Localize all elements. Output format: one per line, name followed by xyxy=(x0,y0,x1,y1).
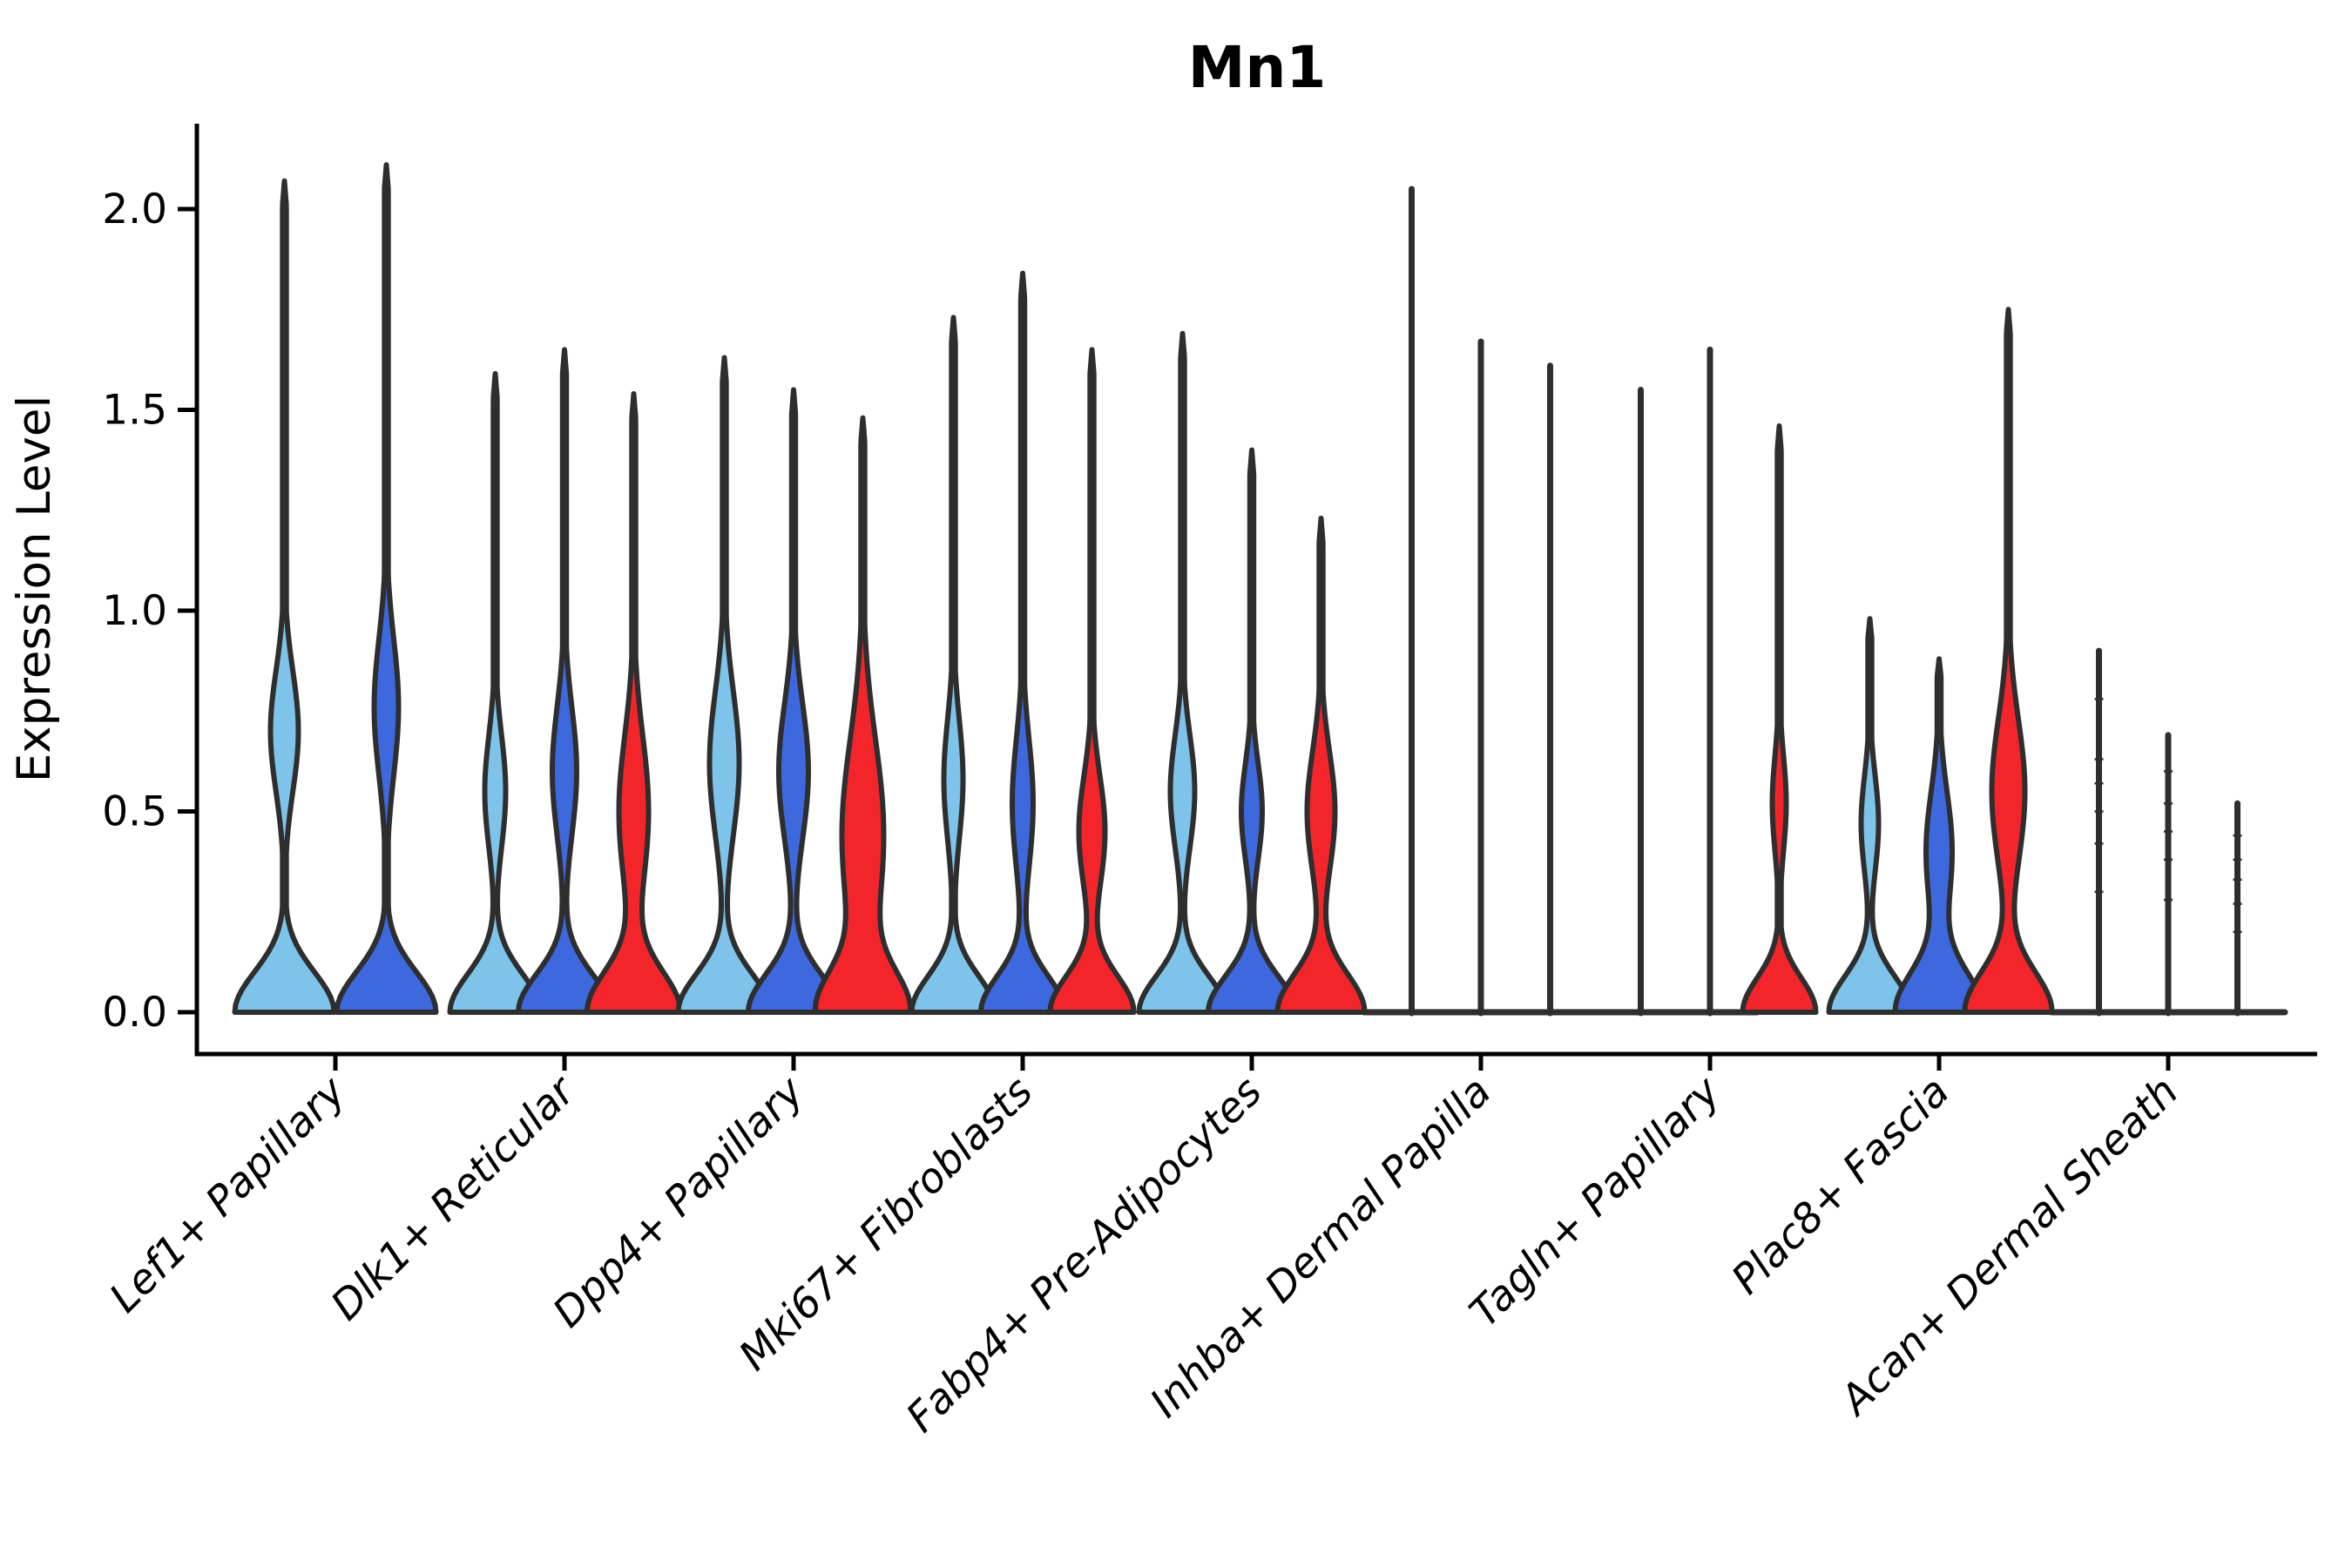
chart-title: Mn1 xyxy=(1188,34,1327,101)
y-tick-label: 1.0 xyxy=(102,587,167,635)
violin-fabp4-pre-adipocytes-royal_blue xyxy=(1206,447,1298,1015)
violin-fabp4-pre-adipocytes-light_blue xyxy=(1136,330,1229,1015)
violin-dlk1-reticular-red xyxy=(584,391,684,1015)
violin-plac8-fascia-royal_blue xyxy=(1892,656,1986,1015)
violin-lef1-papillary-light_blue xyxy=(232,178,337,1015)
violin-fabp4-pre-adipocytes-red xyxy=(1274,515,1368,1015)
violin-mki67-fibroblasts-light_blue xyxy=(909,314,998,1015)
violin-tagln-papillary-red xyxy=(1740,422,1819,1015)
violin-dpp4-papillary-light_blue xyxy=(675,355,774,1015)
x-tick-label-dlk1-reticular: Dlk1+ Reticular xyxy=(322,1066,586,1330)
violin-dlk1-reticular-light_blue xyxy=(447,371,544,1015)
violin-dpp4-papillary-royal_blue xyxy=(745,387,842,1015)
x-tick-label-lef1-papillary: Lef1+ Papillary xyxy=(100,1067,355,1322)
y-axis-label: Expression Level xyxy=(8,395,61,782)
y-tick-label: 0.5 xyxy=(102,788,167,836)
violin-mki67-fibroblasts-royal_blue xyxy=(977,270,1068,1015)
violin-dlk1-reticular-royal_blue xyxy=(515,347,614,1015)
violin-plac8-fascia-red xyxy=(1962,307,2055,1015)
violin-mki67-fibroblasts-red xyxy=(1047,347,1137,1015)
violin-dpp4-papillary-red xyxy=(813,415,913,1015)
y-tick-label: 0.0 xyxy=(102,989,167,1037)
violin-plac8-fascia-light_blue xyxy=(1826,616,1914,1015)
x-tick-label-tagln-papillary: Tagln+ Papillary xyxy=(1461,1067,1731,1337)
x-tick-label-plac8-fascia: Plac8+ Fascia xyxy=(1722,1068,1958,1304)
y-tick-label: 1.5 xyxy=(102,387,167,435)
axes xyxy=(178,124,2317,1071)
violin-base-plates xyxy=(1361,1009,2288,1016)
x-tick-label-dpp4-papillary: Dpp4+ Papillary xyxy=(544,1067,814,1337)
violin-shapes xyxy=(232,162,2242,1017)
violin-lef1-papillary-royal_blue xyxy=(334,162,439,1015)
y-tick-label: 2.0 xyxy=(102,186,167,233)
